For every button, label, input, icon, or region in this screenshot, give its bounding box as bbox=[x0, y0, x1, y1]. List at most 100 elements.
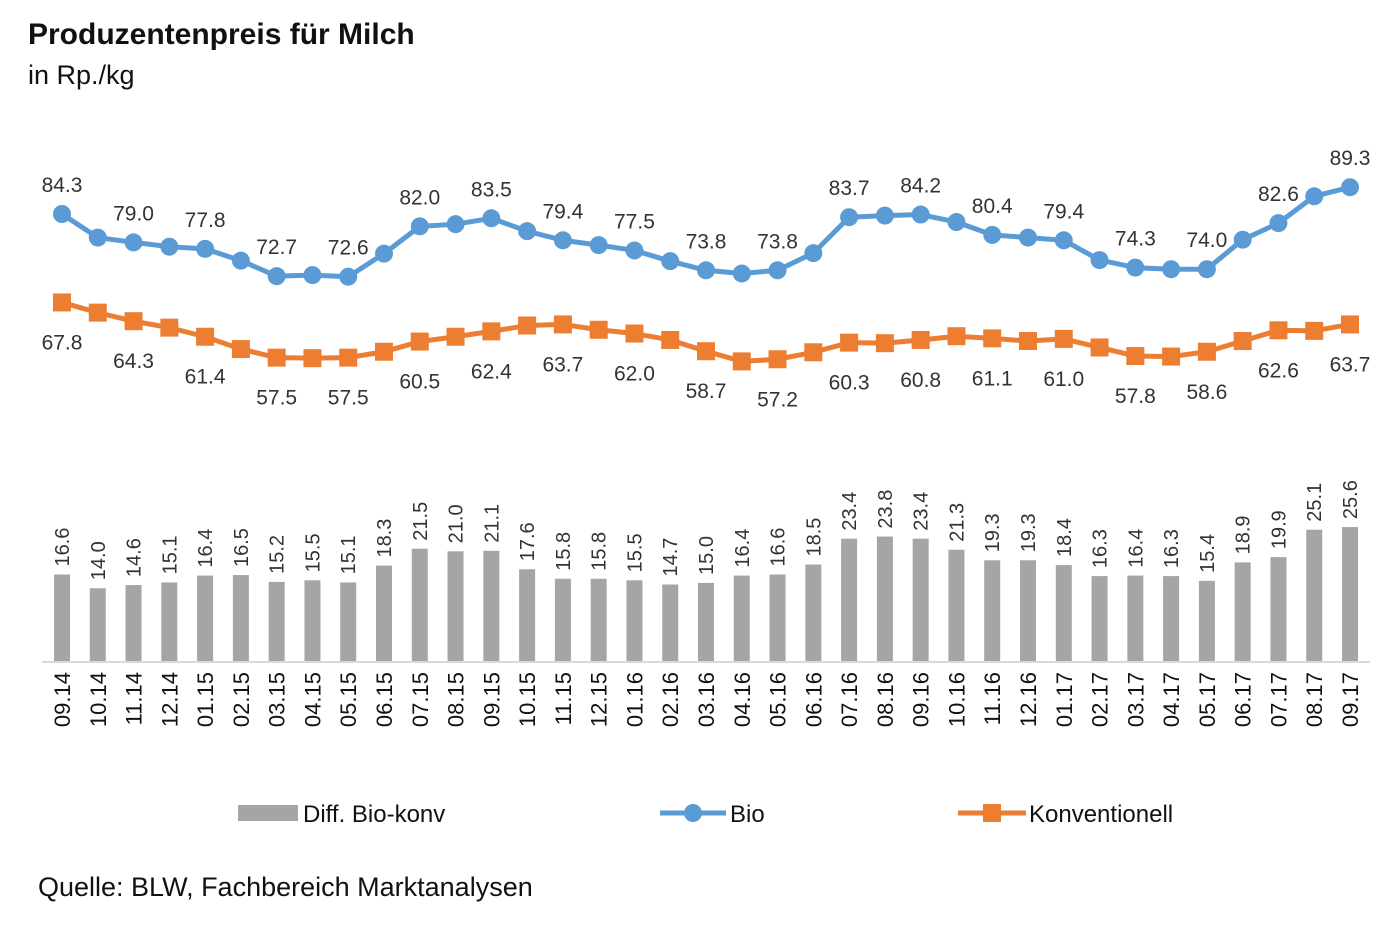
x-tick-label: 11.14 bbox=[122, 672, 147, 725]
konv-point bbox=[589, 320, 608, 339]
bar-label: 15.8 bbox=[589, 532, 611, 571]
bar-label: 16.6 bbox=[52, 528, 74, 567]
konv-point bbox=[303, 349, 322, 368]
x-tick-label: 01.17 bbox=[1052, 672, 1077, 727]
bio-label: 73.8 bbox=[686, 230, 727, 253]
bio-label: 84.2 bbox=[900, 175, 941, 198]
bio-point bbox=[160, 237, 179, 256]
bar-diff bbox=[447, 551, 464, 662]
konv-point bbox=[1162, 347, 1181, 366]
legend-label-diff: Diff. Bio-konv bbox=[303, 801, 445, 828]
konv-label: 57.2 bbox=[757, 388, 798, 411]
x-tick-label: 12.14 bbox=[157, 672, 182, 727]
x-tick-label: 09.17 bbox=[1338, 672, 1363, 727]
bar-diff bbox=[626, 580, 643, 662]
bio-point bbox=[804, 244, 823, 263]
bar-label: 16.3 bbox=[1090, 529, 1112, 568]
bar-diff bbox=[1306, 529, 1323, 662]
konv-label: 61.4 bbox=[185, 366, 226, 389]
konv-label: 64.3 bbox=[113, 350, 154, 373]
bar-label: 19.3 bbox=[982, 513, 1004, 552]
bar-label: 21.3 bbox=[946, 503, 968, 542]
bar-label: 21.0 bbox=[446, 504, 468, 543]
bio-label: 80.4 bbox=[972, 195, 1013, 218]
konv-point bbox=[196, 327, 215, 346]
bio-point bbox=[983, 225, 1002, 244]
bar-diff bbox=[1127, 575, 1144, 662]
bio-label: 89.3 bbox=[1330, 147, 1371, 170]
bio-point bbox=[124, 233, 143, 252]
konv-point bbox=[1019, 332, 1037, 351]
bio-label: 79.4 bbox=[542, 200, 583, 223]
x-tick-label: 08.16 bbox=[873, 672, 898, 727]
x-tick-label: 12.15 bbox=[587, 672, 612, 727]
bar-label: 15.5 bbox=[302, 533, 324, 572]
bio-point bbox=[589, 236, 608, 255]
legend-swatch-diff bbox=[238, 805, 298, 821]
bar-label: 18.3 bbox=[374, 519, 396, 558]
bar-diff bbox=[1270, 557, 1287, 662]
x-tick-label: 03.16 bbox=[694, 672, 719, 727]
bar-diff bbox=[841, 538, 858, 662]
legend-label-bio: Bio bbox=[730, 801, 765, 828]
konv-point bbox=[160, 318, 179, 337]
bar-diff bbox=[805, 564, 822, 662]
x-tick-label: 10.16 bbox=[944, 672, 969, 727]
bio-label: 72.7 bbox=[256, 236, 297, 259]
konv-point bbox=[410, 332, 429, 351]
bar-label: 23.4 bbox=[839, 492, 861, 531]
bio-point bbox=[1126, 258, 1145, 277]
konv-point bbox=[1305, 321, 1324, 340]
konv-point bbox=[53, 293, 71, 312]
bio-point bbox=[231, 251, 250, 270]
bio-point bbox=[1269, 214, 1288, 233]
x-tick-label: 10.15 bbox=[515, 672, 540, 727]
x-tick-label: 07.17 bbox=[1266, 672, 1291, 727]
bar-label: 25.6 bbox=[1340, 480, 1362, 519]
x-tick-label: 06.17 bbox=[1231, 672, 1256, 727]
legend-label-konv: Konventionell bbox=[1029, 801, 1173, 828]
konv-label: 58.7 bbox=[686, 380, 727, 403]
bar-label: 16.6 bbox=[768, 528, 790, 567]
konv-point bbox=[661, 330, 680, 349]
x-tick-label: 05.15 bbox=[336, 672, 361, 727]
bio-label: 79.0 bbox=[113, 202, 154, 225]
konv-label: 57.8 bbox=[1115, 385, 1156, 408]
konv-point bbox=[1197, 342, 1216, 361]
bar-diff bbox=[948, 549, 965, 662]
bio-point bbox=[410, 217, 429, 236]
konv-point bbox=[697, 342, 715, 361]
x-tick-label: 06.16 bbox=[801, 672, 826, 727]
bio-label: 82.6 bbox=[1258, 183, 1299, 206]
bar-label: 21.5 bbox=[410, 502, 432, 541]
konv-label: 61.0 bbox=[1043, 368, 1084, 391]
x-tick-label: 01.16 bbox=[622, 672, 647, 727]
x-tick-label: 08.17 bbox=[1302, 672, 1327, 727]
x-tick-label: 09.15 bbox=[479, 672, 504, 727]
bio-label: 74.0 bbox=[1186, 229, 1227, 252]
bar-diff bbox=[197, 575, 214, 662]
bio-label: 84.3 bbox=[42, 174, 83, 197]
bar-diff bbox=[483, 550, 500, 662]
x-tick-label: 02.15 bbox=[229, 672, 254, 727]
konv-point bbox=[625, 324, 644, 343]
x-tick-label: 09.14 bbox=[50, 672, 75, 727]
konv-point bbox=[375, 342, 393, 361]
konv-label: 58.6 bbox=[1186, 381, 1227, 404]
bio-label: 72.6 bbox=[328, 237, 369, 260]
konv-point bbox=[124, 312, 143, 331]
bio-point bbox=[947, 213, 966, 232]
x-tick-label: 11.16 bbox=[980, 672, 1005, 725]
bar-label: 18.4 bbox=[1054, 518, 1076, 557]
bar-label: 16.4 bbox=[732, 529, 754, 568]
bar-label: 25.1 bbox=[1304, 483, 1326, 522]
konv-label: 63.7 bbox=[1330, 353, 1371, 376]
konv-point bbox=[911, 330, 930, 349]
x-tick-label: 01.15 bbox=[193, 672, 218, 727]
bio-point bbox=[482, 209, 501, 228]
bar-diff bbox=[1198, 580, 1215, 662]
bar-diff bbox=[912, 538, 929, 662]
x-tick-label: 12.16 bbox=[1016, 672, 1041, 727]
bio-point bbox=[1341, 178, 1359, 197]
konv-point bbox=[482, 322, 501, 341]
